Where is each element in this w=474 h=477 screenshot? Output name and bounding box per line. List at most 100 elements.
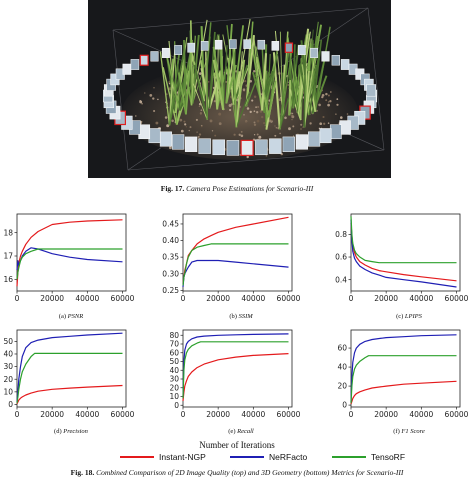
series-line-tensorf [17,353,123,403]
x-tick-label: 0 [15,294,20,303]
camera-frustum [322,52,330,62]
y-tick-label: 0 [8,400,13,409]
cloud-point [219,122,222,125]
cloud-point [257,120,260,123]
legend-item-tensorf: TensoRF [332,452,405,462]
series-line-instant-ngp [351,223,457,281]
legend-swatch [230,456,264,458]
y-tick-label: 60 [169,348,179,357]
cloud-point [276,127,278,129]
y-tick-label: 70 [169,340,179,349]
cloud-point [274,135,276,137]
series-line-instant-ngp [183,354,289,401]
cloud-point [190,126,192,128]
cloud-point [335,113,337,115]
x-tick-label: 40000 [75,294,99,303]
cloud-point [319,122,322,125]
figure-18-label: Fig. 18. [71,468,95,477]
cloud-point [254,96,257,99]
cloud-point [153,110,155,112]
cloud-point [229,109,231,111]
legend-item-nerfacto: NeRFacto [230,452,307,462]
y-tick-label: 50 [169,357,179,366]
cloud-point [239,134,241,136]
cloud-point [186,126,187,127]
cloud-point [328,122,330,124]
camera-frustum [269,139,281,154]
camera-frustum [241,140,253,155]
y-tick-label: 0 [174,401,179,410]
camera-frustum [199,139,211,154]
cloud-point [325,93,327,95]
cloud-point [292,125,294,127]
camera-frustum [215,40,222,49]
subcaption-letter: (a) [59,313,66,320]
cloud-point [210,119,213,122]
cloud-point [196,131,197,132]
y-tick-label: 0.6 [335,253,347,262]
camera-frustum [332,55,340,65]
y-tick-label: 30 [169,375,179,384]
x-tick-label: 60000 [111,410,135,419]
cloud-point [181,130,184,133]
camera-frustum [160,132,172,147]
subcaption-text: Recall [237,428,254,435]
cloud-point [293,135,294,136]
cloud-point [328,101,329,102]
series-line-nerfacto [351,335,457,402]
y-tick-label: 16 [3,275,13,284]
cloud-point [144,92,145,93]
cloud-point [189,130,190,131]
cloud-point [201,126,203,128]
cloud-point [327,104,330,107]
cloud-point [258,136,261,139]
cloud-point [347,113,349,115]
camera-frustum [149,129,160,143]
cloud-point [261,116,263,118]
y-tick-label: 60 [337,344,347,353]
cloud-point [254,110,256,112]
cloud-point [141,103,143,105]
cloud-point [322,116,324,118]
camera-frustum [188,43,195,52]
camera-frustum [151,52,159,62]
cloud-point [257,134,259,136]
x-tick-label: 0 [15,410,20,419]
legend-swatch [120,456,154,458]
cloud-point [212,130,213,131]
x-tick-label: 60000 [277,410,301,419]
legend-label: Instant-NGP [159,452,206,462]
x-tick-label: 20000 [374,410,398,419]
camera-frustum [258,40,265,49]
cloud-point [152,97,154,99]
camera-frustum [131,59,139,69]
subcaption-text: LPIPS [405,313,422,320]
x-tick-label: 60000 [445,410,469,419]
subcaption-text: Precision [63,428,88,435]
y-tick-label: 0.45 [162,220,179,229]
legend-swatch [332,456,366,458]
subcaption-letter: (e) [228,428,235,435]
y-tick-label: 40 [337,363,347,372]
cloud-point [254,124,256,126]
cloud-point [184,121,186,123]
cloud-point [165,116,168,119]
subcaption-a: (a) PSNR [6,313,136,320]
x-tick-label: 40000 [241,410,265,419]
cloud-point [243,114,245,116]
subcaption-letter: (b) [229,313,237,320]
subcaption-c: (c) LPIPS [344,313,474,320]
plot-frame [351,330,460,407]
figure-17-text: Camera Pose Estimations for Scenario-III [186,184,313,193]
figure-17-label: Fig. 17. [161,184,185,193]
x-tick-label: 60000 [111,294,135,303]
series-line-instant-ngp [17,220,123,286]
legend-item-instant-ngp: Instant-NGP [120,452,206,462]
cloud-point [254,134,255,135]
